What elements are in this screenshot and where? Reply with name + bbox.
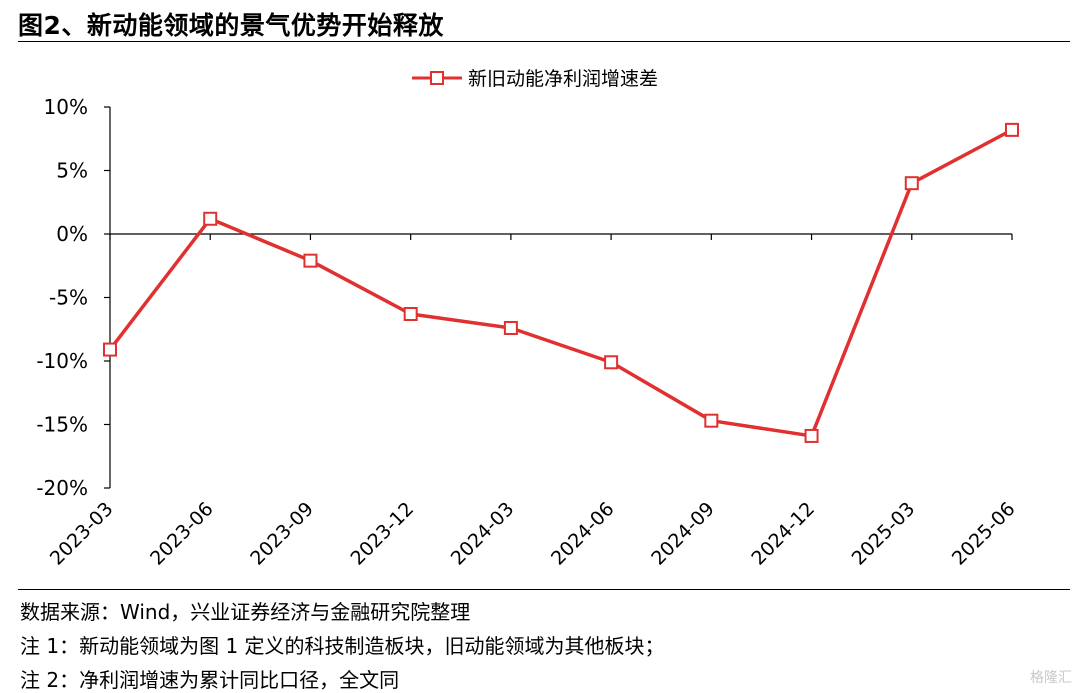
x-tick-label: 2025-03 xyxy=(848,498,920,570)
x-tick-label: 2024-09 xyxy=(647,498,719,570)
legend-square-marker xyxy=(430,71,444,85)
y-tick-label: -15% xyxy=(36,413,88,437)
chart-title: 图2、新动能领域的景气优势开始释放 xyxy=(18,11,444,40)
source-note: 数据来源：Wind，兴业证券经济与金融研究院整理 xyxy=(20,600,471,624)
data-point-marker xyxy=(103,342,117,357)
y-tick-label: -20% xyxy=(36,476,88,500)
series-line xyxy=(108,128,1013,438)
x-tick-label: 2023-06 xyxy=(146,498,218,570)
data-point-marker xyxy=(804,428,819,443)
y-tick-label: -5% xyxy=(49,286,88,310)
data-point-marker xyxy=(503,320,518,335)
data-point-marker xyxy=(1005,122,1019,137)
legend: 新旧动能净利润增速差 xyxy=(412,68,658,90)
watermark-logo: 格隆汇 xyxy=(1030,670,1072,686)
line-chart: 新旧动能净利润增速差 10% 5% 0% -5% -10% -15% -20% 2023-0… xyxy=(36,68,1020,570)
legend-label: 新旧动能净利润增速差 xyxy=(468,68,658,90)
series-group xyxy=(103,122,1019,443)
data-point-marker xyxy=(604,355,619,370)
footnote-1: 注 1：新动能领域为图 1 定义的科技制造板块，旧动能领域为其他板块； xyxy=(20,634,665,658)
title-rule xyxy=(18,41,1070,42)
footnote-2: 注 2：净利润增速为累计同比口径，全文同 xyxy=(20,668,400,692)
axes xyxy=(104,106,1013,489)
x-tick-labels: 2023-03 2023-06 2023-09 2023-12 2024-03 2024-… xyxy=(46,498,1020,570)
x-tick-label: 2024-12 xyxy=(747,498,819,570)
y-tick-label: 0% xyxy=(56,222,88,246)
x-tick-label: 2024-03 xyxy=(447,498,519,570)
x-tick-label: 2024-06 xyxy=(547,498,619,570)
x-tick-label: 2025-06 xyxy=(948,498,1020,570)
data-point-marker xyxy=(303,253,318,268)
y-tick-label: -10% xyxy=(36,349,88,373)
data-point-marker xyxy=(203,211,218,226)
x-tick-label: 2023-03 xyxy=(46,498,118,570)
x-tick-label: 2023-12 xyxy=(347,498,419,570)
data-point-marker xyxy=(704,413,719,428)
data-point-marker xyxy=(904,176,919,191)
y-tick-labels: 10% 5% 0% -5% -10% -15% -20% xyxy=(36,95,88,500)
data-point-marker xyxy=(403,307,418,322)
y-tick-label: 10% xyxy=(44,95,88,119)
x-tick-label: 2023-09 xyxy=(246,498,318,570)
y-tick-label: 5% xyxy=(56,159,88,183)
source-rule xyxy=(18,589,1070,590)
